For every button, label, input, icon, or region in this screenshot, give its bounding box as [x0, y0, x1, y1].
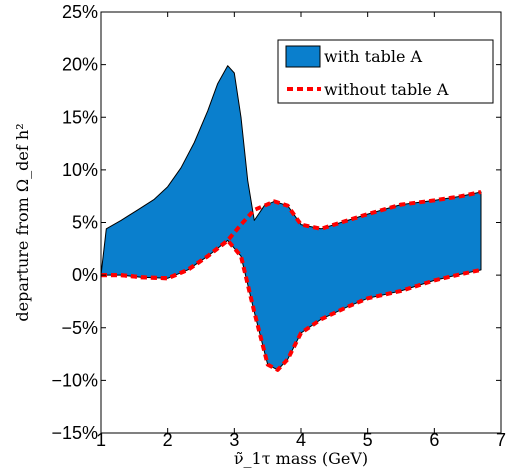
- x-tick-label: 1: [96, 430, 106, 450]
- band-with-table-a: [100, 65, 482, 371]
- y-tick-label: 0%: [72, 265, 98, 285]
- x-tick-label: 3: [229, 430, 239, 450]
- x-tick-label: 7: [496, 430, 506, 450]
- y-tick-label: −15%: [51, 423, 98, 443]
- y-tick-label: 10%: [62, 160, 98, 180]
- x-tick-label: 4: [296, 430, 306, 450]
- x-tick-label: 2: [163, 430, 173, 450]
- axis-ticks: 1 2 3 4 5 6 7 −15% −10% −5% 0% 5% 10% 15% 20% 25%: [51, 2, 506, 450]
- legend-label-with: with table A: [324, 47, 423, 66]
- x-tick-label: 6: [429, 430, 439, 450]
- y-tick-label: 5%: [72, 213, 98, 233]
- x-axis-label: ν̃_1τ mass (GeV): [234, 449, 368, 468]
- without-line-lower: [101, 238, 482, 372]
- legend-swatch-with: [285, 45, 321, 68]
- y-tick-label: 25%: [62, 2, 98, 22]
- y-tick-label: 20%: [62, 55, 98, 75]
- y-tick-label: −10%: [51, 370, 98, 390]
- legend: with table A without table A: [277, 39, 494, 104]
- y-axis-label: departure from Ω_def h²: [13, 123, 32, 321]
- y-tick-label: 15%: [62, 107, 98, 127]
- legend-label-without: without table A: [324, 80, 449, 99]
- x-tick-label: 5: [363, 430, 373, 450]
- plot-area: [100, 65, 482, 372]
- y-tick-label: −5%: [61, 318, 98, 338]
